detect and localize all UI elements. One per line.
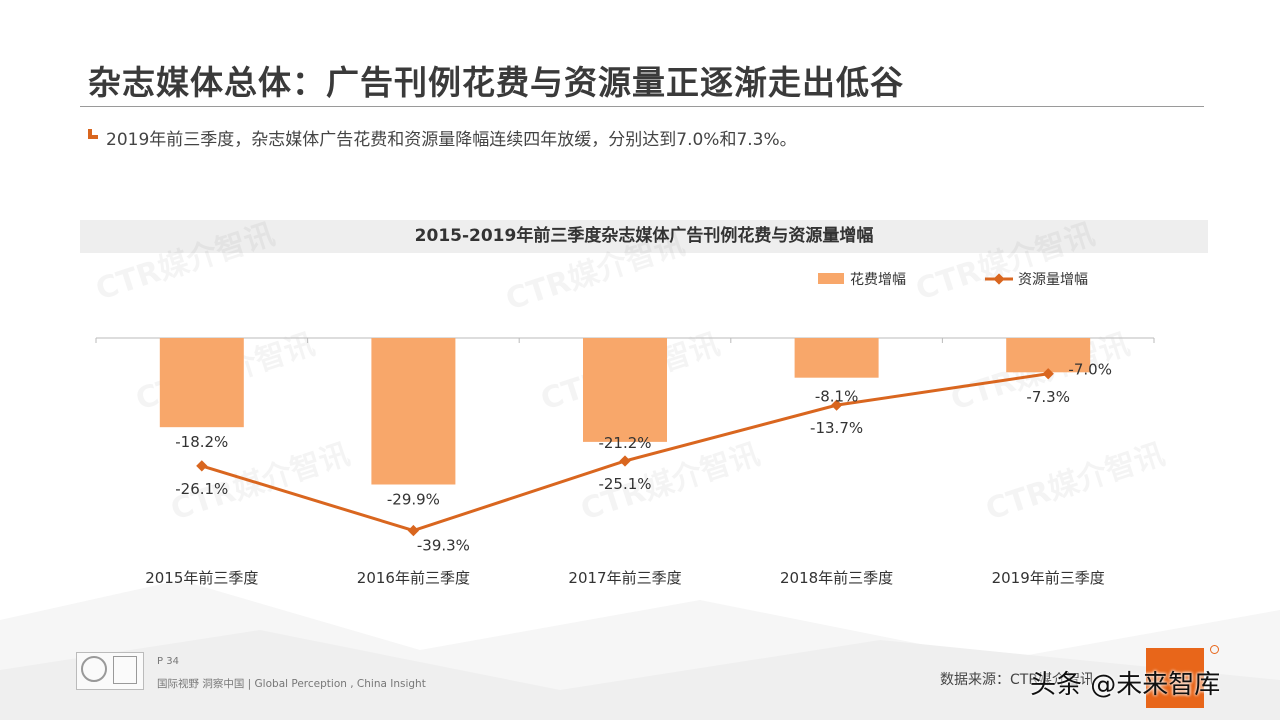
bar-2 (371, 338, 456, 485)
bar-data-label: -18.2% (175, 433, 228, 451)
watermark-text: CTR媒介智讯 (502, 227, 689, 318)
bar-data-label: -21.2% (598, 434, 651, 452)
legend-label: 花费增幅 (850, 272, 906, 288)
line-point-1 (196, 460, 208, 472)
x-tick-label: 2017年前三季度 (568, 569, 681, 587)
x-tick-label: 2018年前三季度 (780, 569, 893, 587)
brand-watermark: 头条 @未来智库 (1030, 670, 1221, 700)
registered-mark-icon (1210, 645, 1219, 654)
bar-data-label: -8.1% (815, 388, 859, 406)
x-tick-label: 2019年前三季度 (992, 569, 1105, 587)
bullet-icon (88, 129, 98, 139)
data-source: 数据来源：CTR媒介智讯 (940, 672, 1095, 688)
watermark-text: CTR媒介智讯 (982, 437, 1169, 528)
footer-slogan: 国际视野 洞察中国 | Global Perception , China In… (157, 678, 426, 690)
bar-data-label: -29.9% (387, 491, 440, 509)
title-divider (80, 106, 1204, 107)
page-number: P 34 (157, 656, 179, 667)
bar-3 (583, 338, 667, 442)
legend-label: 资源量增幅 (1018, 272, 1088, 288)
line-point-2 (407, 524, 420, 537)
bar-5 (1006, 338, 1091, 373)
legend-line-marker (993, 273, 1005, 285)
line-data-label: -39.3% (417, 537, 470, 555)
brand-logo (1146, 648, 1204, 708)
line-data-label: -26.1% (175, 480, 228, 498)
summary-text: 2019年前三季度，杂志媒体广告花费和资源量降幅连续四年放缓，分别达到7.0%和… (106, 130, 797, 150)
x-tick-label: 2015年前三季度 (145, 569, 258, 587)
bar-data-label: -7.0% (1068, 360, 1112, 378)
line-data-label: -7.3% (1026, 388, 1070, 406)
certification-logo (76, 652, 144, 690)
line-data-label: -13.7% (810, 419, 863, 437)
page-title: 杂志媒体总体：广告刊例花费与资源量正逐渐走出低谷 (88, 63, 904, 102)
quality-mark-icon (113, 656, 137, 684)
line-point-4 (830, 399, 843, 411)
bar-4 (794, 338, 879, 378)
line-point-3 (619, 455, 631, 467)
certification-seal-icon (81, 656, 107, 682)
chart-title: 2015-2019年前三季度杂志媒体广告刊例花费与资源量增幅 (414, 226, 874, 246)
legend-bar-swatch (818, 273, 844, 284)
background-decoration (0, 580, 1280, 720)
x-tick-label: 2016年前三季度 (357, 569, 470, 587)
chart-title-bar: 2015-2019年前三季度杂志媒体广告刊例花费与资源量增幅 (80, 220, 1208, 253)
line-data-label: -25.1% (598, 475, 651, 493)
watermark-text: CTR媒介智讯 (92, 217, 279, 308)
bar-1 (159, 338, 244, 428)
watermark-text: CTR媒介智讯 (912, 217, 1099, 308)
line-point-5 (1042, 368, 1054, 380)
